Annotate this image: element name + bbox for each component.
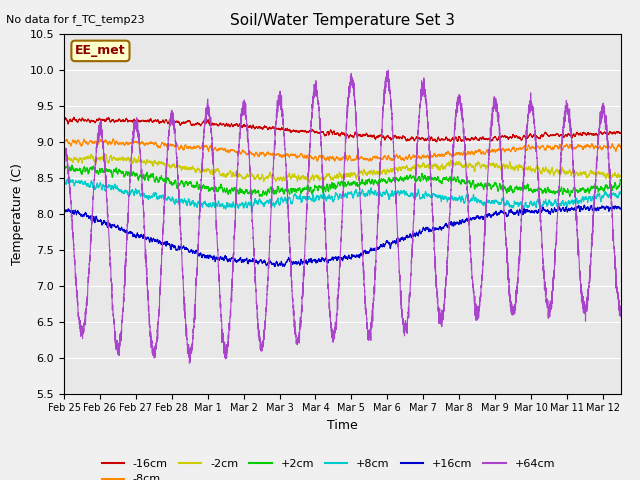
Legend: -16cm, -8cm, -2cm, +2cm, +8cm, +16cm, +64cm: -16cm, -8cm, -2cm, +2cm, +8cm, +16cm, +6… — [97, 455, 559, 480]
Title: Soil/Water Temperature Set 3: Soil/Water Temperature Set 3 — [230, 13, 455, 28]
X-axis label: Time: Time — [327, 419, 358, 432]
Text: EE_met: EE_met — [75, 44, 126, 58]
Text: No data for f_TC_temp23: No data for f_TC_temp23 — [6, 14, 145, 25]
Y-axis label: Temperature (C): Temperature (C) — [11, 163, 24, 264]
